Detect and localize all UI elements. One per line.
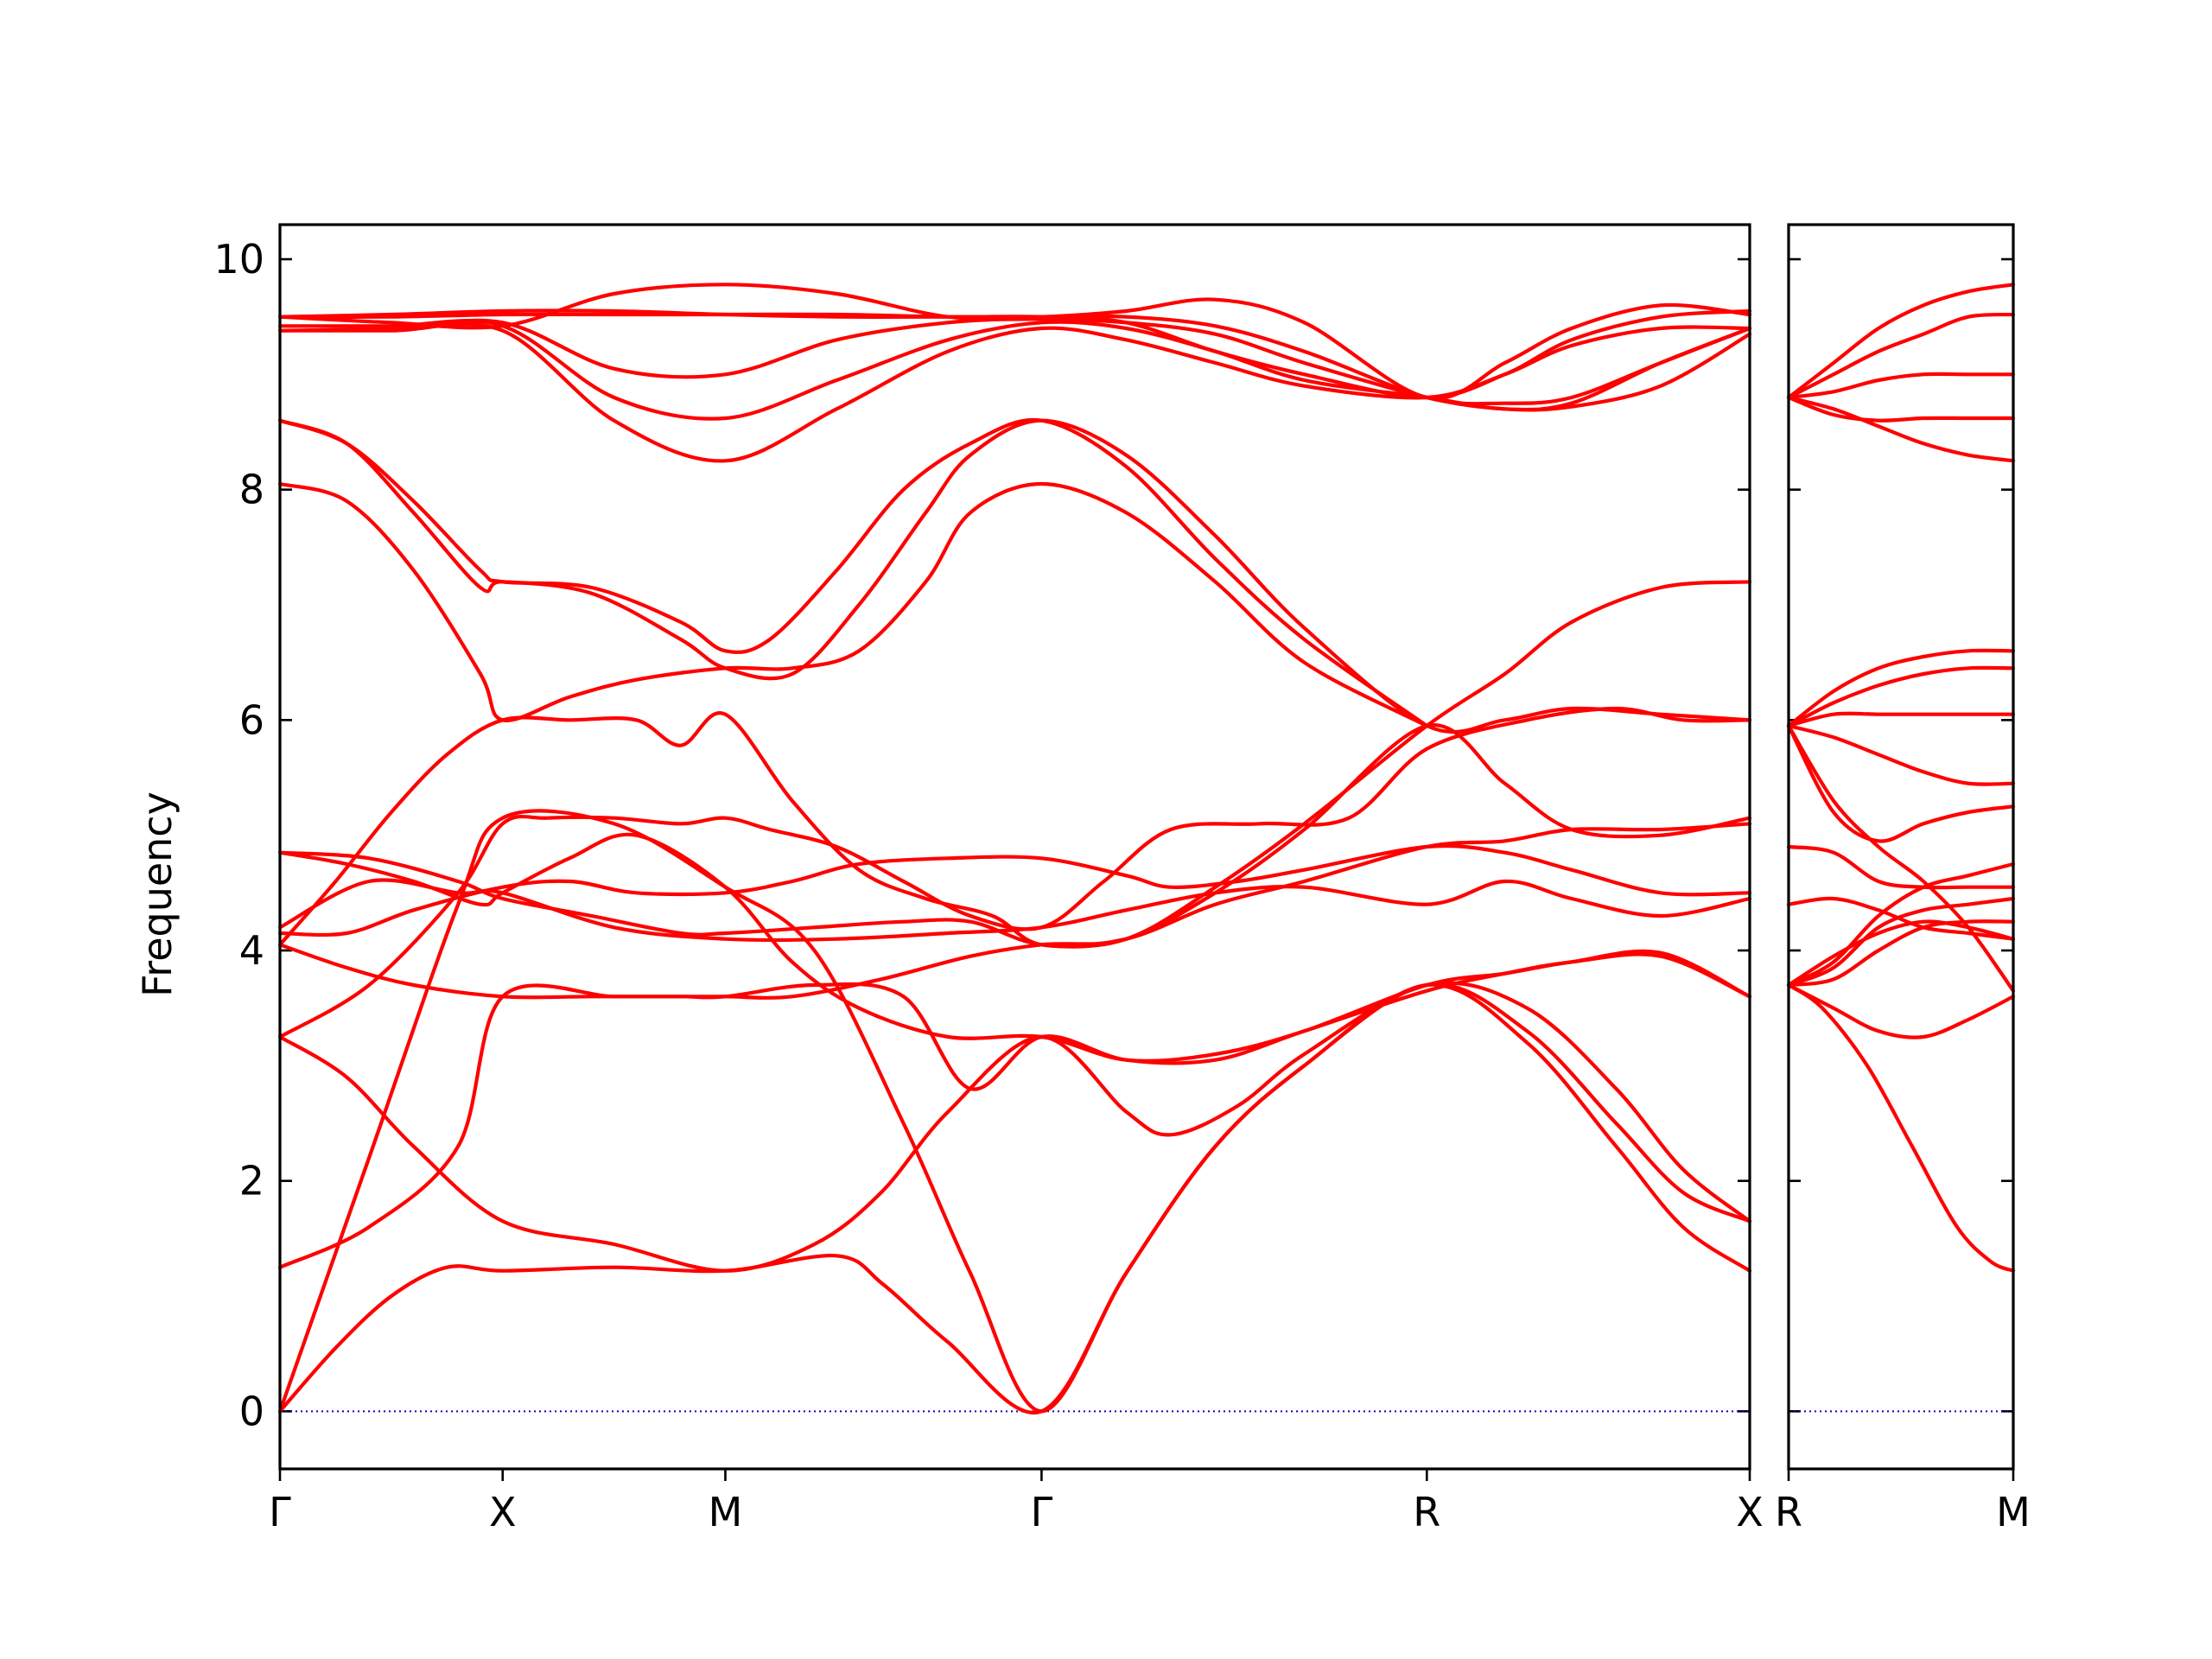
- y-tick-label-10: 10: [213, 236, 264, 283]
- y-tick-label-8: 8: [239, 467, 264, 513]
- panel-frame-left: [278, 223, 1751, 1471]
- y-axis-label: Frequency: [134, 791, 181, 997]
- x-tick-label-left-0: Γ: [269, 1489, 291, 1535]
- band-left-14: [277, 417, 1429, 728]
- band-right-12: [1786, 711, 2016, 728]
- band-right-11: [1786, 723, 2016, 786]
- band-left-4: [277, 706, 1752, 1039]
- band-left-8: [277, 722, 1752, 1000]
- band-right-15: [1786, 395, 2016, 463]
- band-right-13: [1786, 665, 2016, 728]
- band-left-15: [277, 321, 1752, 463]
- x-tick-label-right-0: R: [1775, 1489, 1802, 1535]
- x-tick-label-left-4: R: [1413, 1489, 1440, 1535]
- y-tick-label-6: 6: [239, 696, 264, 743]
- x-tick-label-right-1: M: [1996, 1489, 2031, 1535]
- band-left-20: [277, 283, 1752, 406]
- band-left-12: [277, 481, 1429, 728]
- band-right-10: [1786, 723, 2016, 843]
- band-left-1: [277, 982, 1752, 1415]
- band-left-17: [277, 317, 1752, 412]
- band-right-17: [1786, 372, 2016, 400]
- y-tick-label-0: 0: [239, 1388, 264, 1434]
- y-tick-label-2: 2: [239, 1158, 264, 1205]
- panel-frame-right: [1787, 223, 2015, 1471]
- band-right-9: [1786, 723, 2016, 993]
- band-left-5: [277, 711, 1752, 949]
- band-right-16: [1786, 395, 2016, 423]
- band-left-13: [277, 418, 1752, 734]
- band-right-3: [1786, 919, 2016, 988]
- band-right-2: [1786, 982, 2016, 1039]
- band-right-19: [1786, 283, 2016, 400]
- band-right-18: [1786, 312, 2016, 400]
- band-right-8: [1786, 844, 2016, 890]
- band-left-3: [277, 981, 1752, 1273]
- band-left-9: [277, 580, 1752, 949]
- panel-frames: [278, 223, 2015, 1471]
- x-tick-label-left-2: M: [709, 1489, 743, 1535]
- band-left-6: [277, 843, 1752, 938]
- band-right-4: [1786, 919, 2016, 988]
- band-right-6: [1786, 861, 2016, 988]
- band-left-7: [277, 878, 1752, 943]
- band-right-1: [1786, 982, 2016, 1273]
- band-left-11: [277, 952, 1752, 1269]
- band-lines: [277, 283, 2016, 1415]
- x-tick-label-left-5: X: [1736, 1489, 1764, 1535]
- band-left-2: [277, 809, 1752, 1414]
- y-tick-label-4: 4: [239, 927, 264, 974]
- band-right-14: [1786, 648, 2016, 728]
- x-tick-label-left-3: Γ: [1031, 1489, 1053, 1535]
- x-tick-label-left-1: X: [489, 1489, 517, 1535]
